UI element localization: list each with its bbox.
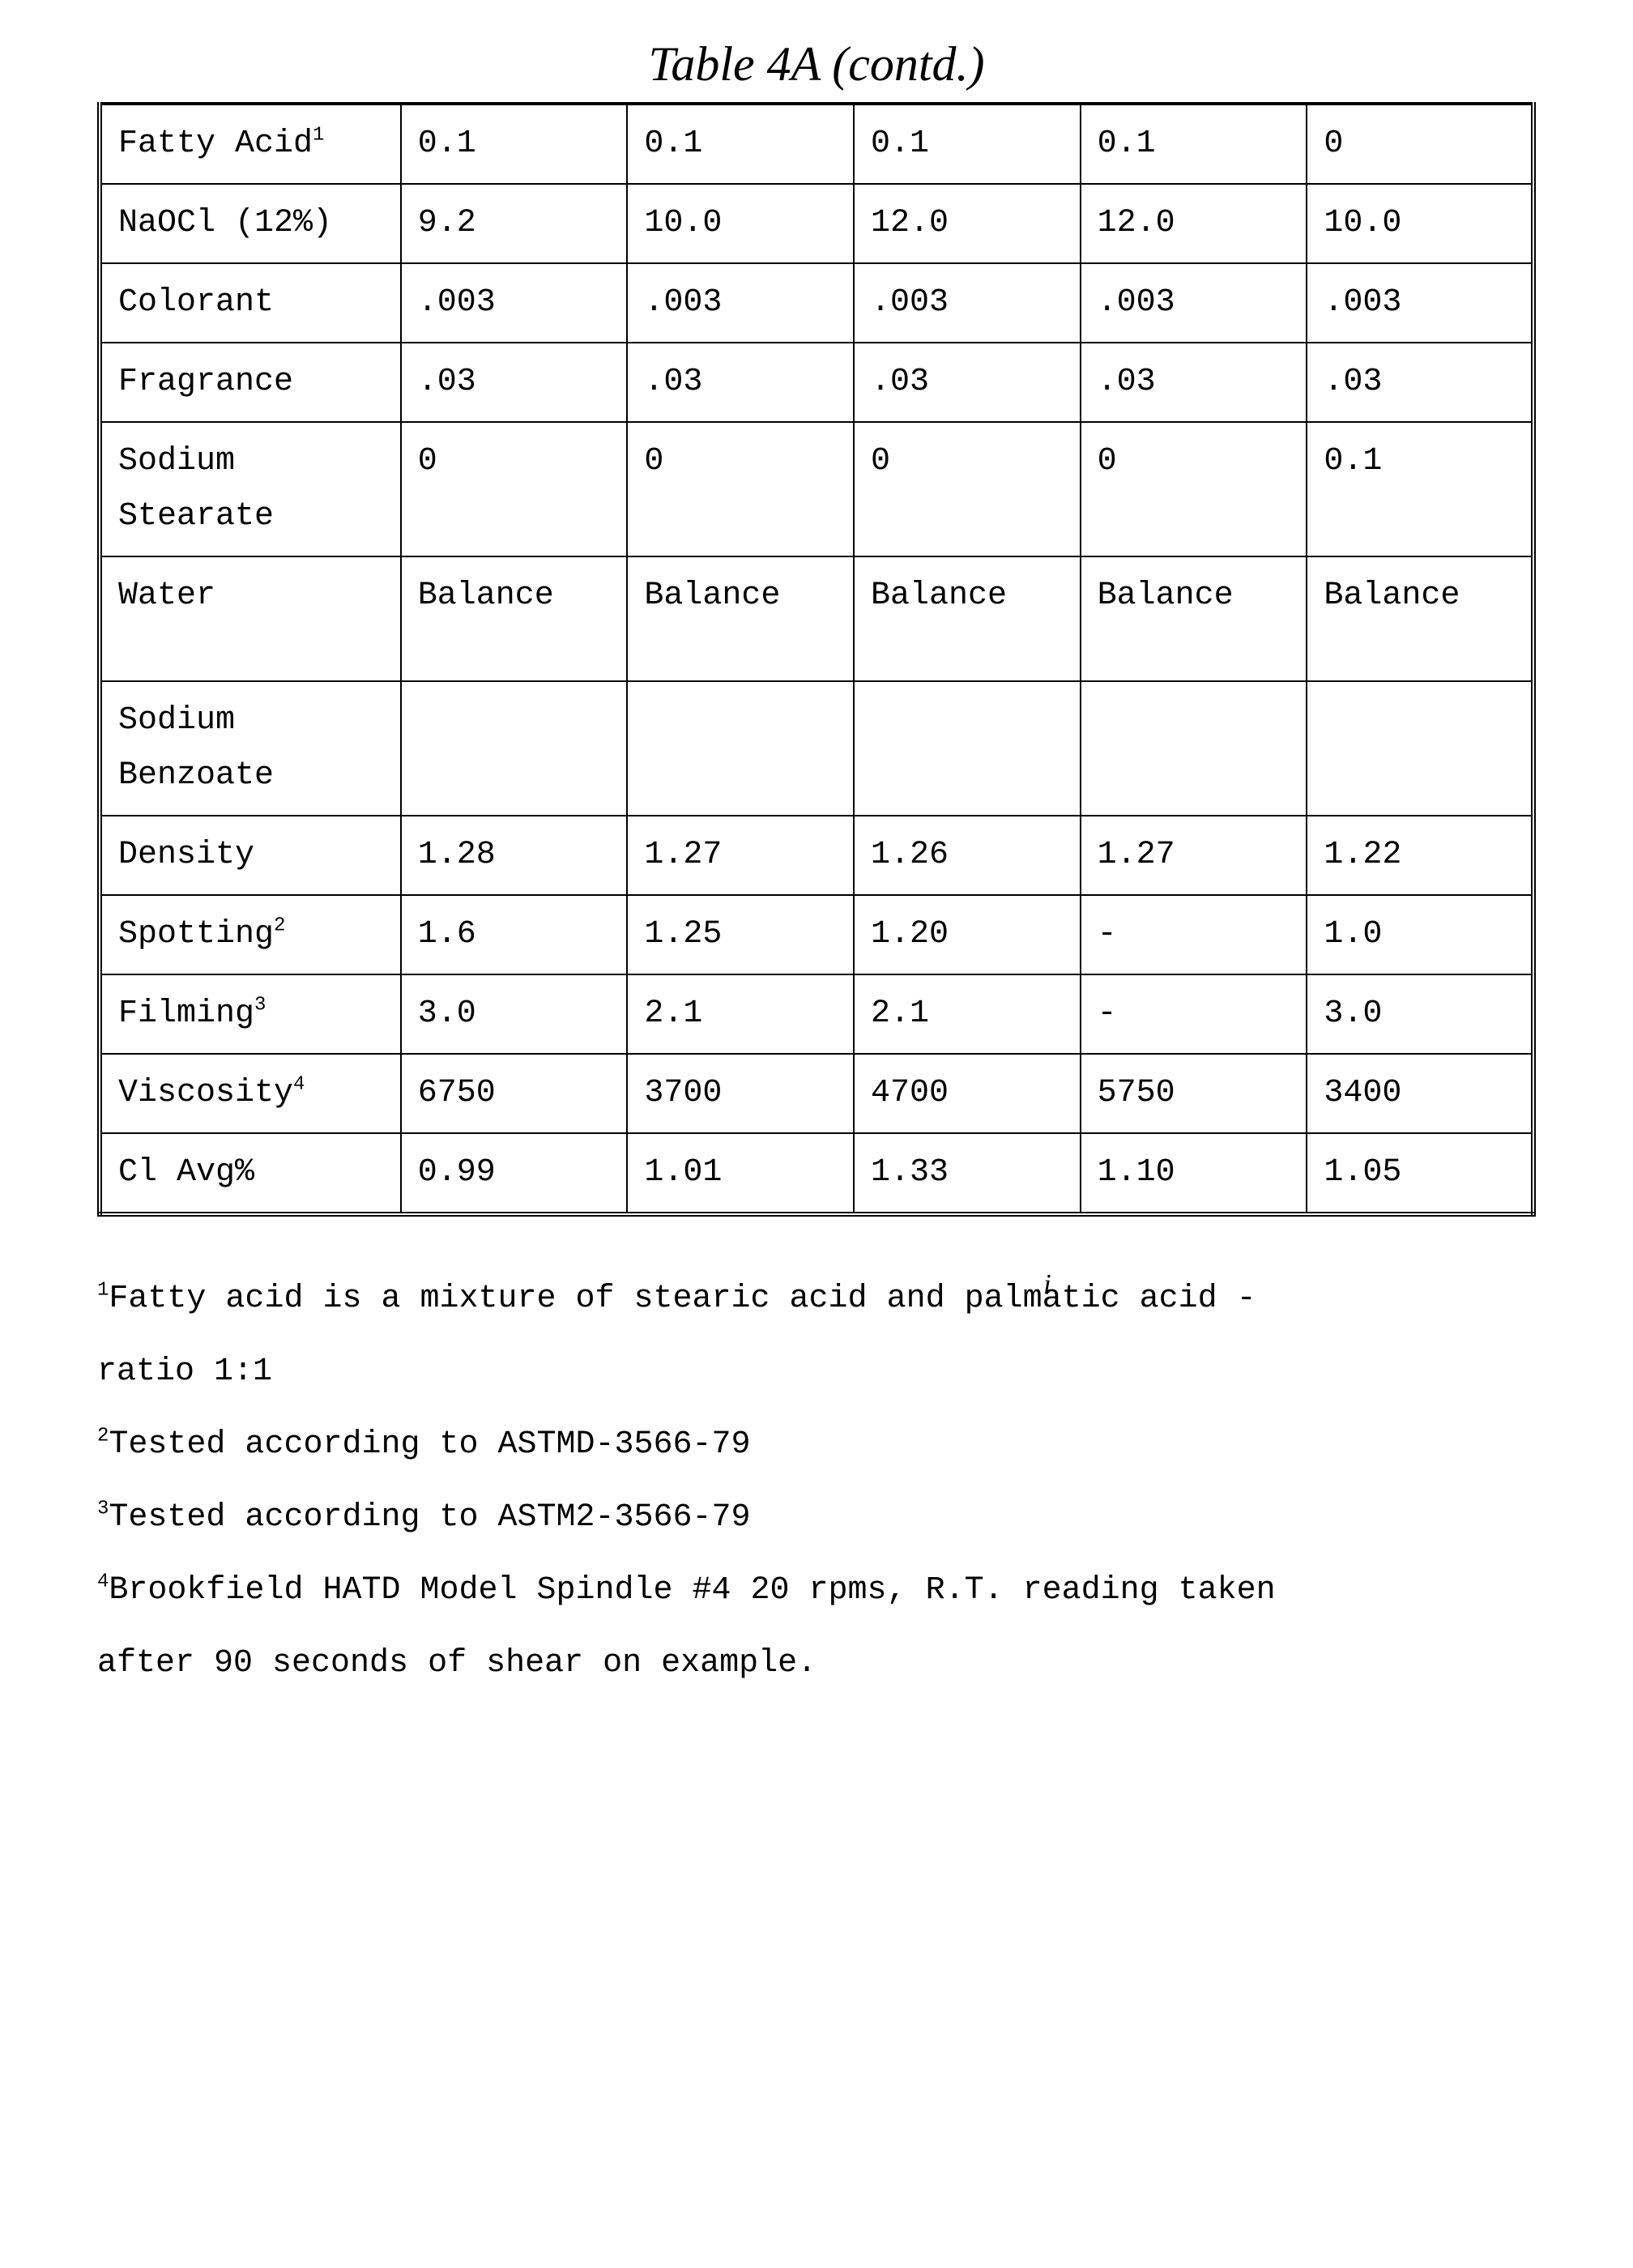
table-cell: .03 (401, 343, 628, 422)
row-label: Density (100, 816, 401, 895)
table-cell: 3.0 (1307, 974, 1533, 1054)
table-title-wrap: Table 4A (contd.) (97, 32, 1536, 96)
table-row: Spotting21.61.251.20-1.0 (100, 895, 1533, 974)
table-row: Density1.281.271.261.271.22 (100, 816, 1533, 895)
table-cell: .003 (854, 263, 1081, 343)
table-cell: 1.27 (627, 816, 854, 895)
table-cell: Balance (1307, 556, 1533, 681)
table-row: Fragrance.03.03.03.03.03 (100, 343, 1533, 422)
table-cell: 1.05 (1307, 1133, 1533, 1214)
table-cell: 12.0 (1081, 184, 1307, 263)
table-cell: 10.0 (1307, 184, 1533, 263)
table-cell: 4700 (854, 1054, 1081, 1133)
table-cell: 0 (401, 422, 628, 556)
row-label: Sodium Stearate (100, 422, 401, 556)
document-page: Table 4A (contd.) Fatty Acid10.10.10.10.… (0, 0, 1633, 2268)
table-cell: 3.0 (401, 974, 628, 1054)
table-cell: .03 (854, 343, 1081, 422)
footnote: 4Brookfield HATD Model Spindle #4 20 rpm… (97, 1557, 1536, 1625)
table-row: NaOCl (12%)9.210.012.012.010.0 (100, 184, 1533, 263)
row-label: Viscosity4 (100, 1054, 401, 1133)
table-cell: 12.0 (854, 184, 1081, 263)
table-cell: Balance (1081, 556, 1307, 681)
table-cell: 1.6 (401, 895, 628, 974)
table-cell: 10.0 (627, 184, 854, 263)
row-label: NaOCl (12%) (100, 184, 401, 263)
table-cell: Balance (401, 556, 628, 681)
table-cell: .003 (627, 263, 854, 343)
table-cell (1307, 681, 1533, 816)
table-row: WaterBalanceBalanceBalanceBalanceBalance (100, 556, 1533, 681)
table-row: Filming33.02.12.1-3.0 (100, 974, 1533, 1054)
table-cell: .003 (401, 263, 628, 343)
table-cell: 0 (1081, 422, 1307, 556)
table-cell: 6750 (401, 1054, 628, 1133)
table-cell: 1.26 (854, 816, 1081, 895)
table-cell: 0.1 (627, 104, 854, 184)
table-cell (1081, 681, 1307, 816)
table-cell: 1.22 (1307, 816, 1533, 895)
table-row: Fatty Acid10.10.10.10.10 (100, 104, 1533, 184)
table-row: Sodium Stearate00000.1 (100, 422, 1533, 556)
footnote-cont: ratio 1:1 (97, 1338, 1536, 1406)
table-cell: 0 (1307, 104, 1533, 184)
table-cell: 1.0 (1307, 895, 1533, 974)
table-cell: Balance (627, 556, 854, 681)
footnote-cont: after 90 seconds of shear on example. (97, 1630, 1536, 1698)
row-label: Fatty Acid1 (100, 104, 401, 184)
table-cell: - (1081, 895, 1307, 974)
table-body: Fatty Acid10.10.10.10.10NaOCl (12%)9.210… (100, 104, 1533, 1214)
footnote: 3Tested according to ASTM2-3566-79 (97, 1484, 1536, 1552)
row-label: Filming3 (100, 974, 401, 1054)
table-cell: 3400 (1307, 1054, 1533, 1133)
table-cell: - (1081, 974, 1307, 1054)
table-row: Viscosity467503700470057503400 (100, 1054, 1533, 1133)
table-cell (401, 681, 628, 816)
table-cell: 1.27 (1081, 816, 1307, 895)
footnote: 1Fatty acid is a mixture of stearic acid… (97, 1265, 1536, 1333)
table-cell: 0.99 (401, 1133, 628, 1214)
table-row: Cl Avg%0.991.011.331.101.05 (100, 1133, 1533, 1214)
table-cell (854, 681, 1081, 816)
table-cell: 1.10 (1081, 1133, 1307, 1214)
table-title: Table 4A (contd.) (649, 37, 985, 91)
table-cell: .003 (1081, 263, 1307, 343)
row-label: Fragrance (100, 343, 401, 422)
table-cell: 0.1 (401, 104, 628, 184)
table-cell: .003 (1307, 263, 1533, 343)
table-row: Colorant.003.003.003.003.003 (100, 263, 1533, 343)
table-cell: .03 (627, 343, 854, 422)
table-cell: 1.01 (627, 1133, 854, 1214)
row-label: Cl Avg% (100, 1133, 401, 1214)
table-cell: 0.1 (854, 104, 1081, 184)
footnotes: 1Fatty acid is a mixture of stearic acid… (97, 1265, 1536, 1698)
table-cell (627, 681, 854, 816)
table-cell: 1.28 (401, 816, 628, 895)
table-cell: 3700 (627, 1054, 854, 1133)
row-label: Sodium Benzoate (100, 681, 401, 816)
table-cell: 0 (854, 422, 1081, 556)
table-cell: 0.1 (1307, 422, 1533, 556)
row-label: Water (100, 556, 401, 681)
table-row: Sodium Benzoate (100, 681, 1533, 816)
table-cell: 1.20 (854, 895, 1081, 974)
table-cell: 5750 (1081, 1054, 1307, 1133)
table-cell: .03 (1081, 343, 1307, 422)
table-cell: 1.25 (627, 895, 854, 974)
table-cell: 0 (627, 422, 854, 556)
data-table: Fatty Acid10.10.10.10.10NaOCl (12%)9.210… (97, 102, 1536, 1217)
table-cell: 0.1 (1081, 104, 1307, 184)
table-cell: 9.2 (401, 184, 628, 263)
row-label: Spotting2 (100, 895, 401, 974)
table-cell: 2.1 (627, 974, 854, 1054)
table-cell: 2.1 (854, 974, 1081, 1054)
table-cell: 1.33 (854, 1133, 1081, 1214)
row-label: Colorant (100, 263, 401, 343)
table-cell: Balance (854, 556, 1081, 681)
table-cell: .03 (1307, 343, 1533, 422)
footnote: 2Tested according to ASTMD-3566-79 (97, 1411, 1536, 1479)
